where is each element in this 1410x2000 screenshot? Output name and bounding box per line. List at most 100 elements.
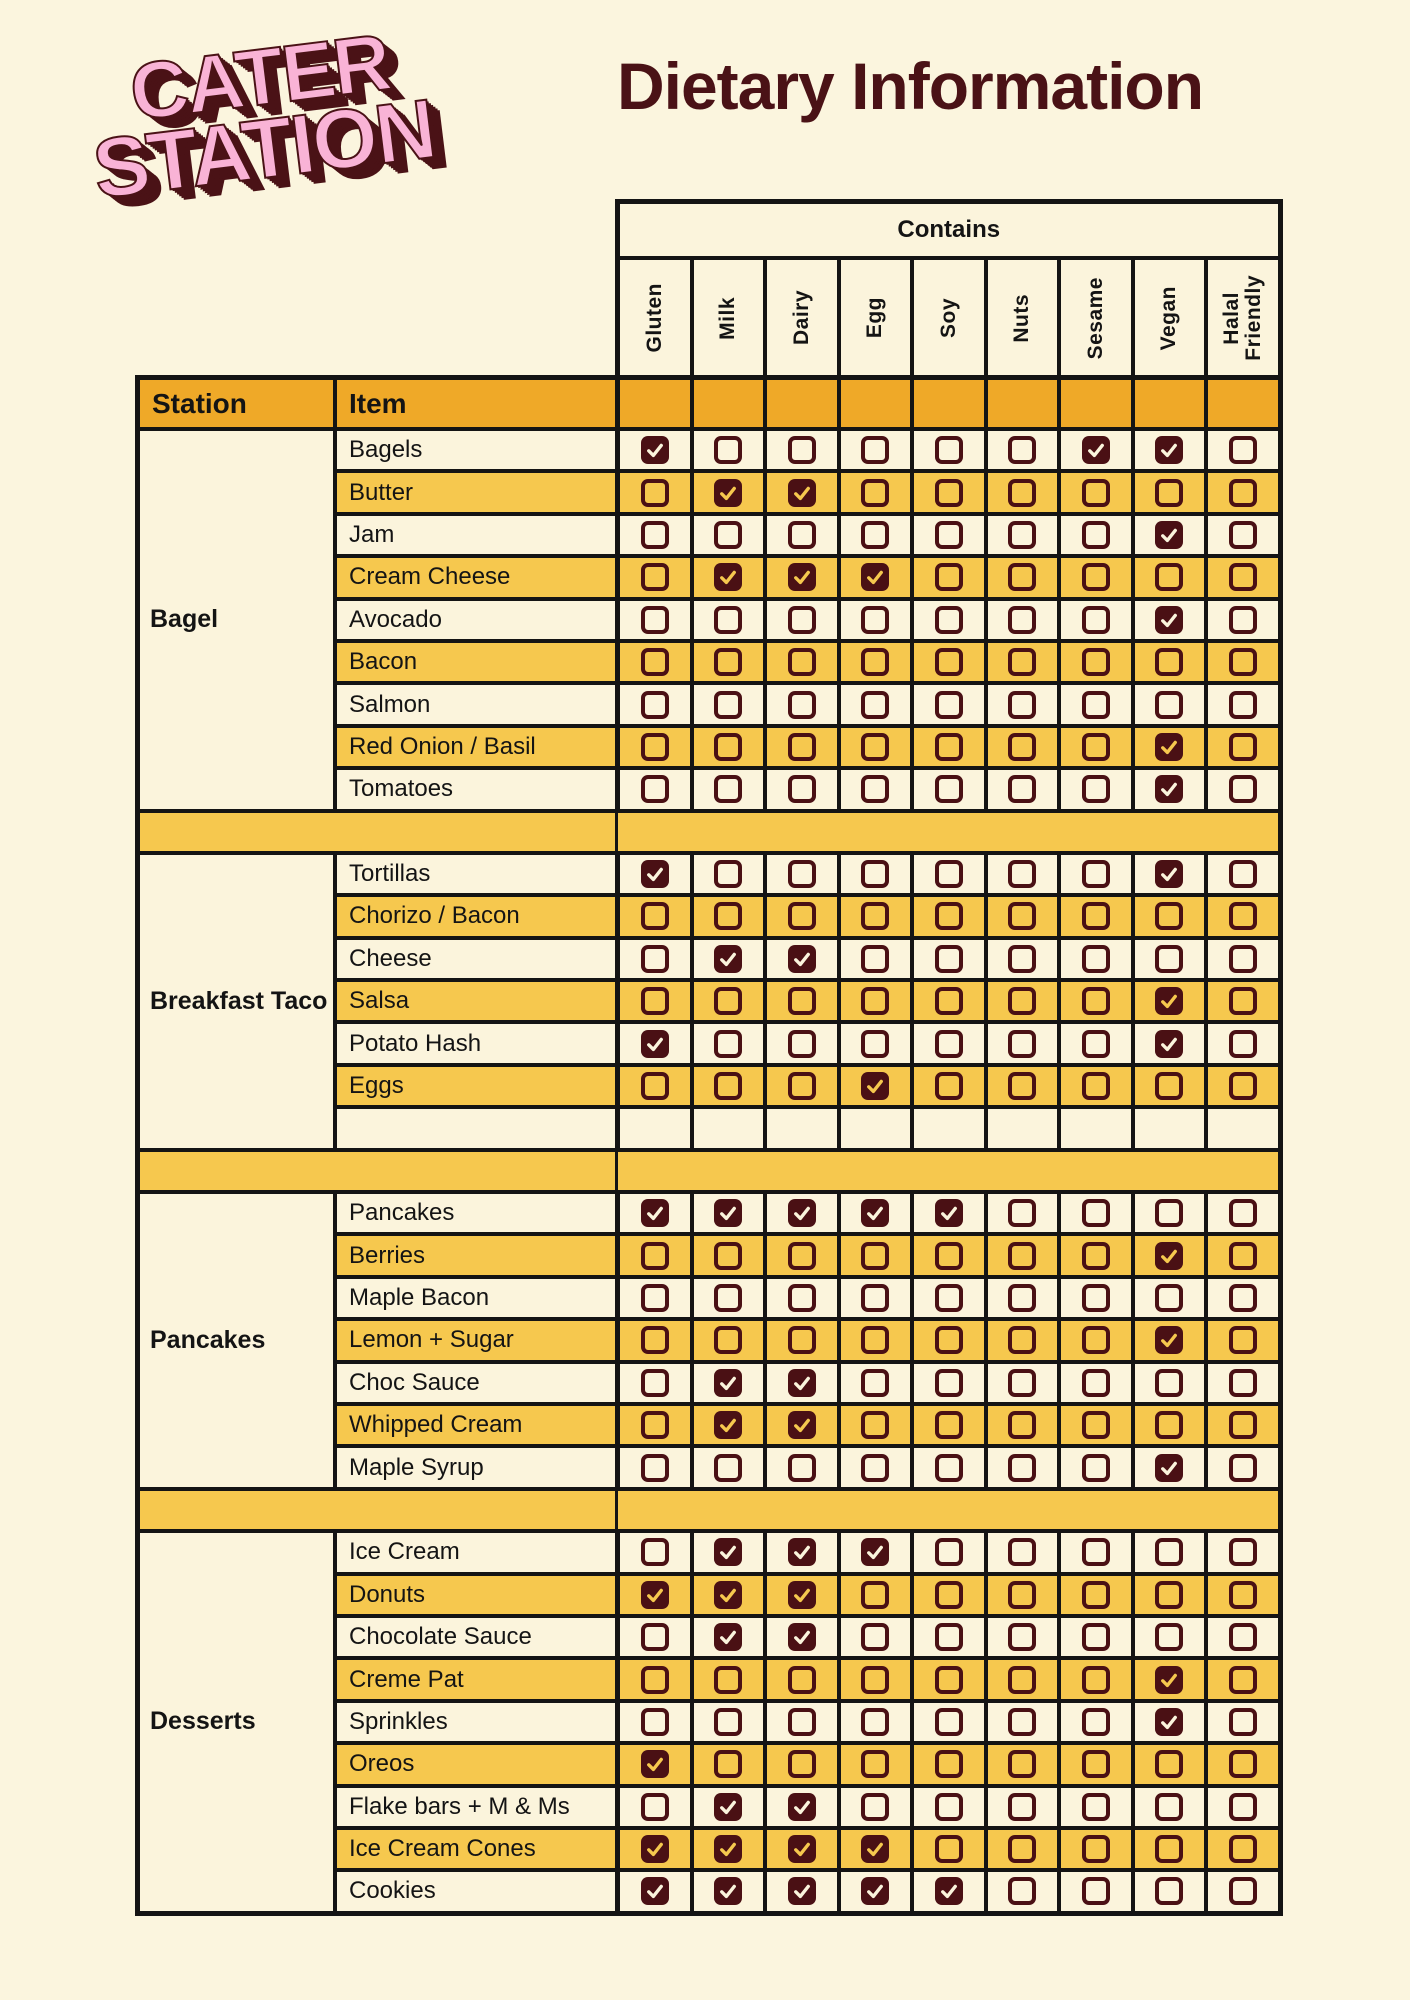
unchecked-checkbox-nuts[interactable] (1008, 648, 1037, 677)
unchecked-checkbox-sesame[interactable] (1081, 732, 1110, 761)
unchecked-checkbox-gluten[interactable] (640, 1453, 669, 1482)
unchecked-checkbox-soy[interactable] (934, 690, 963, 719)
unchecked-checkbox-gluten[interactable] (640, 987, 669, 1016)
unchecked-checkbox-soy[interactable] (934, 1835, 963, 1864)
unchecked-checkbox-milk[interactable] (714, 648, 743, 677)
checked-checkbox-milk[interactable] (714, 1835, 743, 1864)
unchecked-checkbox-gluten[interactable] (640, 690, 669, 719)
unchecked-checkbox-nuts[interactable] (1008, 436, 1037, 465)
unchecked-checkbox-milk[interactable] (714, 860, 743, 889)
unchecked-checkbox-gluten[interactable] (640, 902, 669, 931)
unchecked-checkbox-nuts[interactable] (1008, 1072, 1037, 1101)
unchecked-checkbox-sesame[interactable] (1081, 775, 1110, 804)
unchecked-checkbox-milk[interactable] (714, 732, 743, 761)
unchecked-checkbox-sesame[interactable] (1081, 1665, 1110, 1694)
checked-checkbox-dairy[interactable] (787, 1411, 816, 1440)
unchecked-checkbox-sesame[interactable] (1081, 1411, 1110, 1440)
checked-checkbox-vegan[interactable] (1155, 775, 1184, 804)
unchecked-checkbox-soy[interactable] (934, 436, 963, 465)
checked-checkbox-vegan[interactable] (1155, 987, 1184, 1016)
unchecked-checkbox-egg[interactable] (861, 1284, 890, 1312)
checked-checkbox-milk[interactable] (714, 1538, 743, 1567)
unchecked-checkbox-egg[interactable] (861, 1750, 890, 1779)
unchecked-checkbox-dairy[interactable] (787, 690, 816, 719)
unchecked-checkbox-egg[interactable] (861, 605, 890, 634)
unchecked-checkbox-halal-friendly[interactable] (1228, 860, 1257, 889)
checked-checkbox-vegan[interactable] (1155, 1241, 1184, 1270)
unchecked-checkbox-halal-friendly[interactable] (1228, 944, 1257, 973)
unchecked-checkbox-sesame[interactable] (1081, 1538, 1110, 1567)
unchecked-checkbox-dairy[interactable] (787, 648, 816, 677)
checked-checkbox-dairy[interactable] (787, 1538, 816, 1567)
checked-checkbox-dairy[interactable] (787, 563, 816, 592)
unchecked-checkbox-gluten[interactable] (640, 1665, 669, 1694)
unchecked-checkbox-halal-friendly[interactable] (1228, 436, 1257, 465)
unchecked-checkbox-gluten[interactable] (640, 1241, 669, 1270)
unchecked-checkbox-sesame[interactable] (1081, 902, 1110, 931)
unchecked-checkbox-halal-friendly[interactable] (1228, 732, 1257, 761)
checked-checkbox-milk[interactable] (714, 944, 743, 973)
checked-checkbox-vegan[interactable] (1155, 436, 1184, 465)
unchecked-checkbox-soy[interactable] (934, 1792, 963, 1821)
unchecked-checkbox-egg[interactable] (861, 1453, 890, 1482)
unchecked-checkbox-dairy[interactable] (787, 987, 816, 1016)
unchecked-checkbox-halal-friendly[interactable] (1228, 1368, 1257, 1397)
unchecked-checkbox-nuts[interactable] (1008, 1750, 1037, 1779)
unchecked-checkbox-sesame[interactable] (1081, 1241, 1110, 1270)
unchecked-checkbox-halal-friendly[interactable] (1228, 520, 1257, 549)
unchecked-checkbox-soy[interactable] (934, 732, 963, 761)
unchecked-checkbox-halal-friendly[interactable] (1228, 775, 1257, 804)
unchecked-checkbox-sesame[interactable] (1081, 1326, 1110, 1355)
unchecked-checkbox-sesame[interactable] (1081, 1623, 1110, 1652)
checked-checkbox-milk[interactable] (714, 1792, 743, 1821)
unchecked-checkbox-nuts[interactable] (1008, 1199, 1037, 1228)
unchecked-checkbox-halal-friendly[interactable] (1228, 1241, 1257, 1270)
unchecked-checkbox-egg[interactable] (861, 1623, 890, 1652)
unchecked-checkbox-soy[interactable] (934, 1284, 963, 1312)
unchecked-checkbox-soy[interactable] (934, 1368, 963, 1397)
checked-checkbox-gluten[interactable] (640, 1199, 669, 1228)
checked-checkbox-milk[interactable] (714, 1411, 743, 1440)
unchecked-checkbox-gluten[interactable] (640, 1411, 669, 1440)
checked-checkbox-milk[interactable] (714, 1580, 743, 1609)
unchecked-checkbox-gluten[interactable] (640, 1072, 669, 1101)
unchecked-checkbox-halal-friendly[interactable] (1228, 1453, 1257, 1482)
unchecked-checkbox-milk[interactable] (714, 605, 743, 634)
unchecked-checkbox-nuts[interactable] (1008, 860, 1037, 889)
unchecked-checkbox-soy[interactable] (934, 1538, 963, 1567)
unchecked-checkbox-soy[interactable] (934, 478, 963, 507)
unchecked-checkbox-nuts[interactable] (1008, 520, 1037, 549)
checked-checkbox-milk[interactable] (714, 478, 743, 507)
unchecked-checkbox-egg[interactable] (861, 1707, 890, 1736)
unchecked-checkbox-soy[interactable] (934, 902, 963, 931)
unchecked-checkbox-egg[interactable] (861, 1665, 890, 1694)
unchecked-checkbox-nuts[interactable] (1008, 1538, 1037, 1567)
unchecked-checkbox-soy[interactable] (934, 1665, 963, 1694)
unchecked-checkbox-halal-friendly[interactable] (1228, 1580, 1257, 1609)
unchecked-checkbox-soy[interactable] (934, 563, 963, 592)
unchecked-checkbox-dairy[interactable] (787, 1707, 816, 1736)
unchecked-checkbox-halal-friendly[interactable] (1228, 690, 1257, 719)
checked-checkbox-gluten[interactable] (640, 1877, 669, 1906)
unchecked-checkbox-nuts[interactable] (1008, 1623, 1037, 1652)
unchecked-checkbox-gluten[interactable] (640, 1623, 669, 1652)
unchecked-checkbox-halal-friendly[interactable] (1228, 1199, 1257, 1228)
unchecked-checkbox-nuts[interactable] (1008, 1792, 1037, 1821)
unchecked-checkbox-sesame[interactable] (1081, 987, 1110, 1016)
unchecked-checkbox-nuts[interactable] (1008, 1326, 1037, 1355)
checked-checkbox-vegan[interactable] (1155, 605, 1184, 634)
checked-checkbox-milk[interactable] (714, 1877, 743, 1906)
unchecked-checkbox-egg[interactable] (861, 1580, 890, 1609)
unchecked-checkbox-soy[interactable] (934, 987, 963, 1016)
unchecked-checkbox-soy[interactable] (934, 775, 963, 804)
unchecked-checkbox-halal-friendly[interactable] (1228, 902, 1257, 931)
unchecked-checkbox-gluten[interactable] (640, 775, 669, 804)
checked-checkbox-egg[interactable] (861, 1199, 890, 1228)
unchecked-checkbox-nuts[interactable] (1008, 1580, 1037, 1609)
unchecked-checkbox-sesame[interactable] (1081, 1580, 1110, 1609)
unchecked-checkbox-egg[interactable] (861, 902, 890, 931)
unchecked-checkbox-gluten[interactable] (640, 1707, 669, 1736)
checked-checkbox-dairy[interactable] (787, 1877, 816, 1906)
checked-checkbox-dairy[interactable] (787, 1368, 816, 1397)
unchecked-checkbox-sesame[interactable] (1081, 1368, 1110, 1397)
